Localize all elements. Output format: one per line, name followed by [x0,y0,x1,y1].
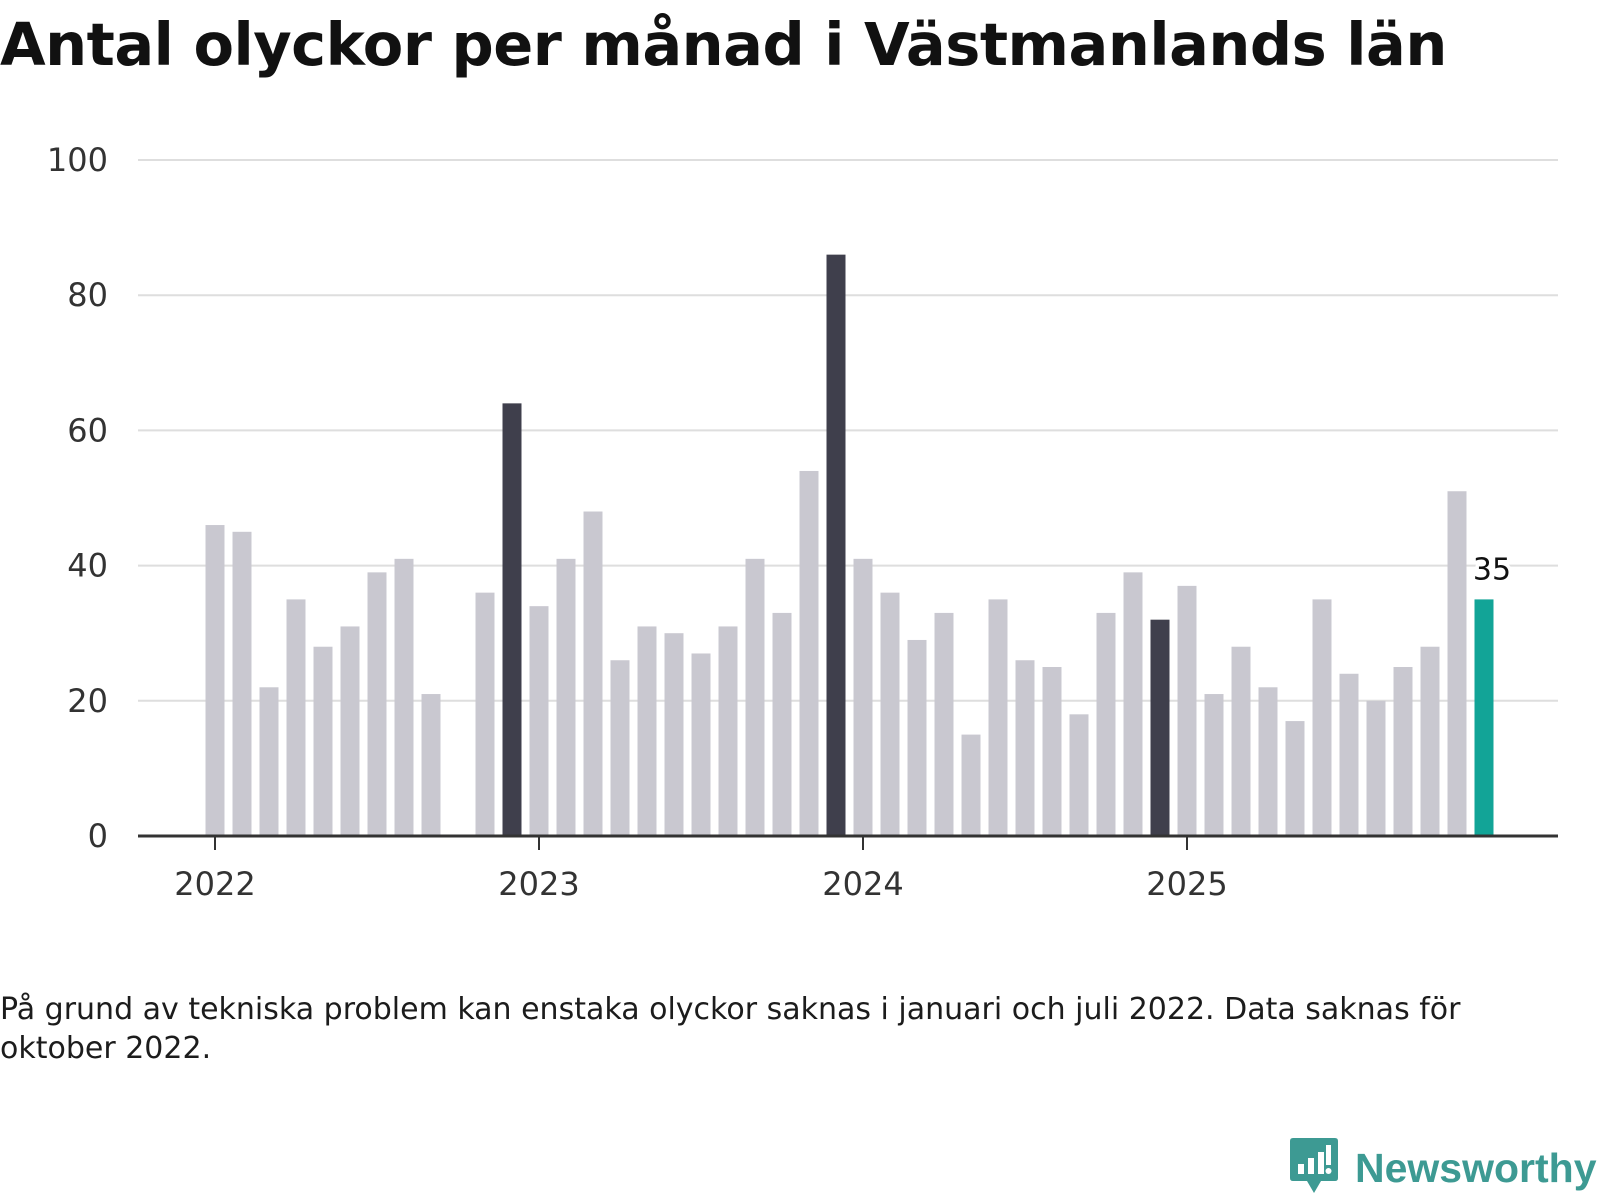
y-tick-label: 20 [67,682,108,720]
gridlines [138,159,1558,702]
bar-2023-02 [556,558,576,836]
x-tick-label: 2025 [1146,865,1227,903]
x-axis-tick-labels: 2022 2023 2024 2025 [174,865,1227,903]
bar-2023-05 [637,626,657,836]
bar-2025-05 [1285,721,1305,836]
bar-2023-12 [826,254,846,836]
bar-2024-05 [961,734,981,836]
bar-2024-06 [988,599,1008,836]
bar-2025-07 [1339,673,1359,836]
x-axis [138,834,1558,850]
bar-2022-08 [394,558,414,836]
bar-2025-12 [1474,599,1494,836]
bar-2024-09 [1069,714,1089,836]
bar-2024-01 [853,558,873,836]
bar-2022-06 [340,626,360,836]
bar-2024-03 [907,639,927,836]
x-tick-label: 2024 [822,865,903,903]
bar-2023-01 [529,606,549,836]
bar-2022-01 [205,525,225,836]
bars [205,254,1494,836]
data-labels: 35 [1469,549,1514,591]
chart-title: Antal olyckor per månad i Västmanlands l… [0,10,1447,79]
brand-logo[interactable]: Newsworthy [1289,1138,1597,1198]
y-axis-tick-labels: 0 20 40 60 80 100 [47,141,108,855]
bar-2024-11 [1123,572,1143,836]
bar-2024-02 [880,592,900,836]
bar-2024-12 [1150,619,1170,836]
x-tick-label: 2023 [498,865,579,903]
bar-2024-08 [1042,667,1062,836]
y-tick-label: 80 [67,276,108,314]
bar-2022-12 [502,403,522,836]
brand-name: Newsworthy [1355,1144,1597,1191]
y-tick-label: 40 [67,547,108,585]
bar-chart: 0 20 40 60 80 100 2022 2023 2024 2025 35 [47,141,1558,903]
bar-2023-10 [772,612,792,836]
y-tick-label: 0 [88,817,108,855]
bar-2023-06 [664,633,684,836]
bar-2023-08 [718,626,738,836]
bar-2025-06 [1312,599,1332,836]
bar-2025-03 [1231,646,1251,836]
data-label: 35 [1473,552,1511,587]
y-tick-label: 60 [67,411,108,449]
bar-2025-08 [1366,700,1386,836]
bar-2025-04 [1258,687,1278,836]
bar-2022-09 [421,694,441,836]
bar-2023-07 [691,653,711,836]
y-tick-label: 100 [47,141,108,179]
x-tick-label: 2022 [174,865,255,903]
bar-2024-04 [934,612,954,836]
bar-2022-07 [367,572,387,836]
bar-2025-09 [1393,667,1413,836]
bar-2025-01 [1177,585,1197,836]
footnote: På grund av tekniska problem kan enstaka… [0,992,1461,1066]
bar-2022-02 [232,531,252,836]
bar-2025-02 [1204,694,1224,836]
bar-2025-11 [1447,491,1467,836]
newsworthy-logo-icon [1289,1136,1339,1200]
bar-2022-11 [475,592,495,836]
bar-2023-04 [610,660,630,836]
bar-2023-03 [583,511,603,836]
bar-2023-09 [745,558,765,836]
bar-2024-07 [1015,660,1035,836]
bar-2023-11 [799,470,819,836]
bar-2022-03 [259,687,279,836]
bar-2022-04 [286,599,306,836]
bar-2022-05 [313,646,333,836]
bar-2025-10 [1420,646,1440,836]
bar-2024-10 [1096,612,1116,836]
